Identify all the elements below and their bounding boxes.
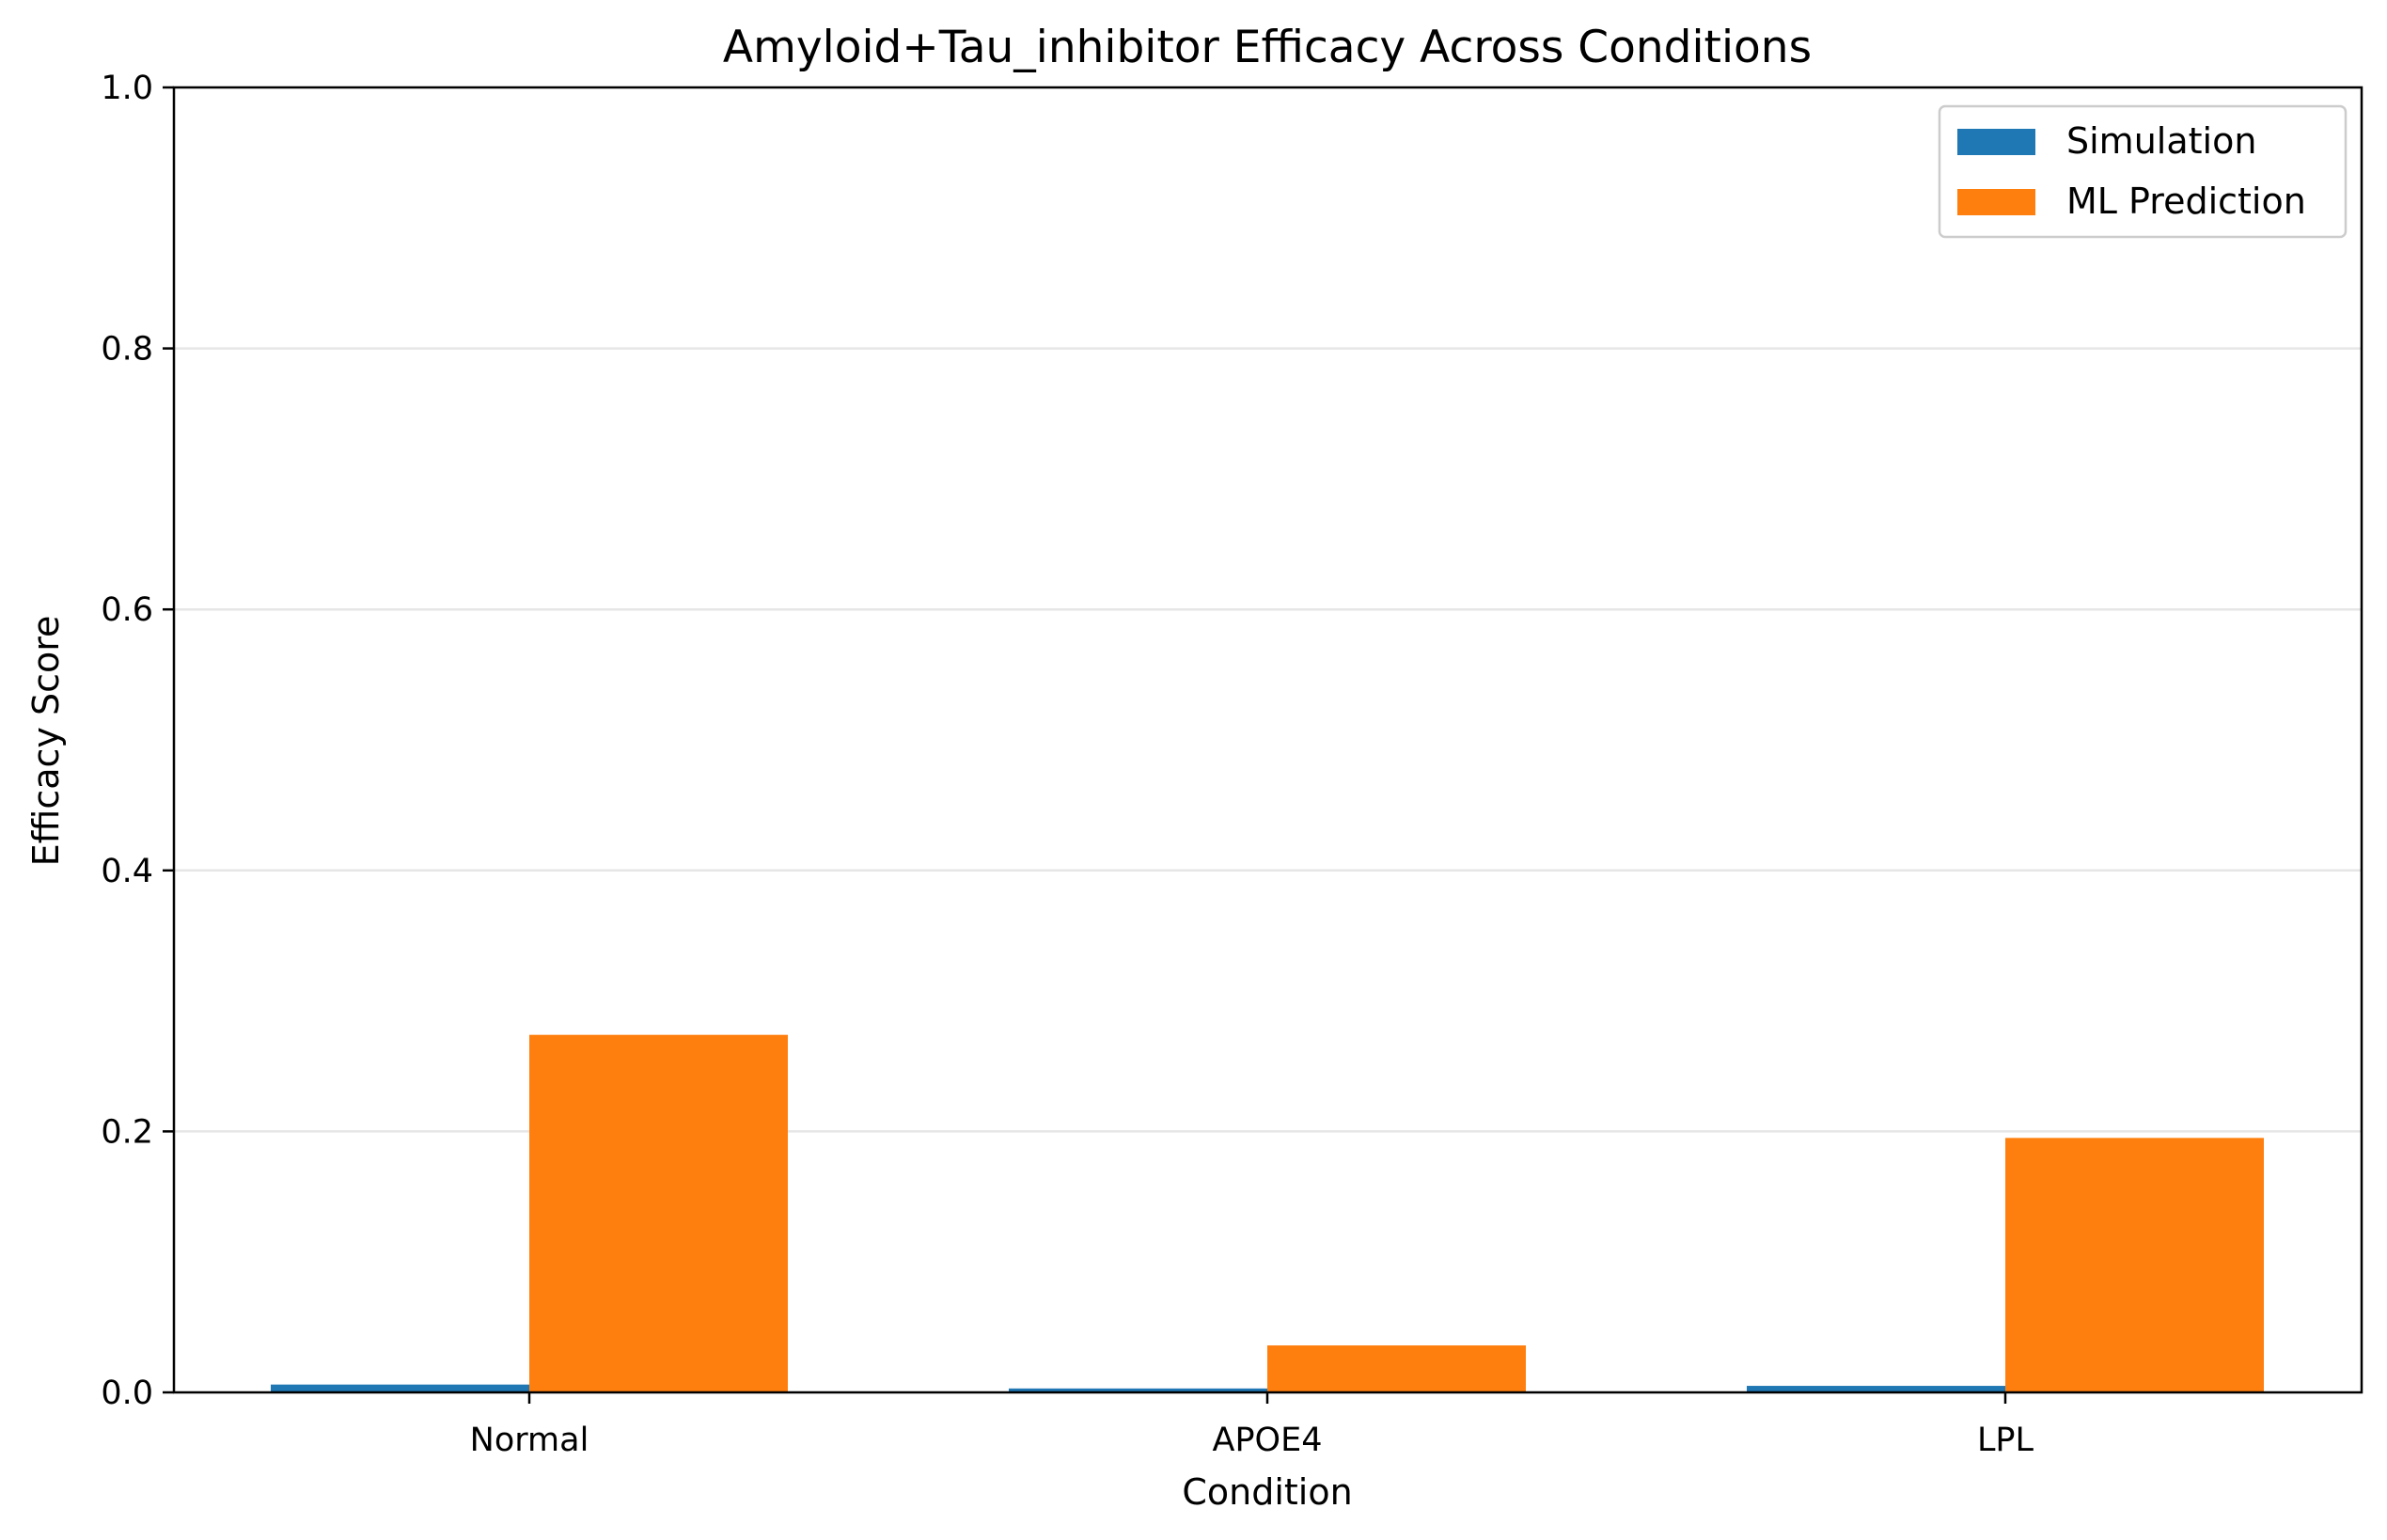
y-axis-label: Efficacy Score: [25, 616, 67, 867]
bar-ml-prediction-apoe4: [1267, 1345, 1526, 1392]
x-axis-label: Condition: [1182, 1471, 1352, 1513]
x-tick-label: APOE4: [1213, 1422, 1323, 1459]
y-tick-label: 0.8: [101, 331, 153, 369]
x-tick-label: Normal: [470, 1422, 589, 1459]
legend: Simulation ML Prediction: [1938, 104, 2348, 239]
legend-swatch: [1957, 189, 2035, 215]
legend-label: Simulation: [2066, 120, 2256, 162]
x-tick-label: LPL: [1977, 1422, 2034, 1459]
bar-simulation-normal: [271, 1384, 529, 1392]
legend-box: [1938, 104, 2348, 239]
y-tick-label: 0.0: [101, 1375, 153, 1412]
bar-simulation-apoe4: [1009, 1388, 1267, 1392]
bar-ml-prediction-normal: [529, 1034, 788, 1392]
legend-label: ML Prediction: [2066, 181, 2306, 222]
x-axis-ticks: Normal APOE4 LPL: [470, 1392, 2034, 1459]
chart-title: Amyloid+Tau_inhibitor Efficacy Across Co…: [723, 22, 1812, 73]
y-tick-label: 0.6: [101, 591, 153, 629]
bar-ml-prediction-lpl: [2005, 1138, 2264, 1392]
y-tick-label: 0.2: [101, 1113, 153, 1151]
bar-simulation-lpl: [1747, 1386, 2005, 1392]
legend-swatch: [1957, 129, 2035, 155]
bars: [271, 1034, 2264, 1392]
y-tick-label: 1.0: [101, 70, 153, 107]
y-tick-label: 0.4: [101, 853, 153, 890]
y-axis-ticks: 0.0 0.2 0.4 0.6 0.8 1.0: [101, 70, 174, 1412]
